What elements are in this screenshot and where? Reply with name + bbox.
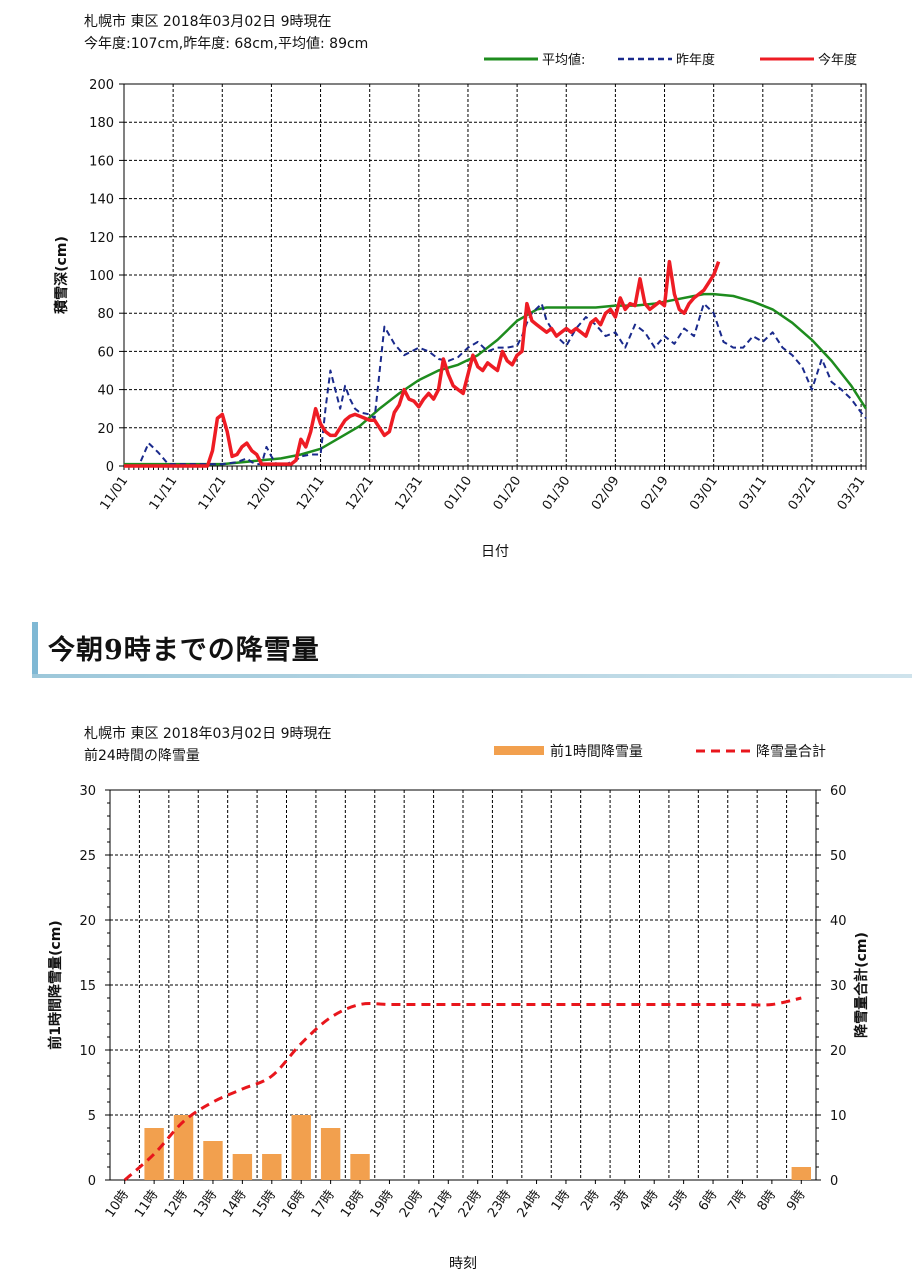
bar-13時 [203,1141,223,1180]
x-tick-label: 4時 [637,1188,661,1214]
legend-swatch-bar [494,746,544,755]
y-right-tick-label: 10 [830,1109,847,1124]
legend-label: 前1時間降雪量 [550,743,643,760]
chart-subtitle: 前24時間の降雪量 [84,747,200,764]
x-tick-label: 1時 [549,1188,573,1214]
x-axis-label: 日付 [481,544,509,560]
x-tick-label: 02/19 [638,474,672,513]
bar-18時 [350,1154,370,1180]
y-tick-label: 20 [97,422,114,437]
x-tick-label: 22時 [456,1188,485,1221]
x-tick-label: 14時 [220,1188,249,1221]
chart-title: 札幌市 東区 2018年03月02日 9時現在 [84,13,332,30]
x-tick-label: 03/01 [687,474,721,513]
y-left-tick-label: 5 [88,1109,96,1124]
x-tick-label: 03/11 [736,474,770,513]
y-tick-label: 40 [97,384,114,399]
legend-label: 今年度 [818,52,857,68]
series-line-1 [124,302,867,467]
x-tick-label: 9時 [784,1188,808,1214]
legend-label: 降雪量合計 [756,744,826,760]
y-right-tick-label: 60 [830,784,847,799]
x-tick-label: 13時 [191,1188,220,1221]
bar-17時 [320,1128,341,1180]
y-right-tick-label: 50 [830,849,847,864]
y-left-tick-label: 30 [79,784,96,799]
x-axis-label: 時刻 [449,1256,477,1272]
chart-subtitle: 今年度:107cm,昨年度: 68cm,平均値: 89cm [84,36,368,52]
bar-12時 [173,1115,194,1180]
y-left-tick-label: 25 [79,849,96,864]
x-tick-label: 12/01 [245,474,279,513]
x-tick-label: 8時 [755,1188,779,1214]
x-tick-label: 12時 [162,1188,191,1221]
y-right-tick-label: 40 [830,914,847,929]
y-left-tick-label: 15 [79,979,96,994]
y-tick-label: 0 [106,460,114,475]
y-left-tick-label: 20 [79,914,96,929]
y-tick-label: 60 [97,345,114,360]
x-tick-label: 6時 [696,1188,720,1214]
x-tick-label: 23時 [485,1188,514,1221]
y-right-tick-label: 30 [830,979,847,994]
y-right-tick-label: 20 [830,1044,847,1059]
legend-label: 平均値: [542,52,585,68]
x-tick-label: 03/21 [785,474,819,513]
x-tick-label: 7時 [725,1188,749,1214]
bar-14時 [232,1154,253,1180]
x-tick-label: 12/11 [294,474,328,513]
x-tick-label: 12/31 [392,474,426,513]
x-tick-label: 16時 [279,1188,308,1221]
x-tick-label: 19時 [368,1188,397,1221]
x-tick-label: 11/11 [147,474,181,513]
y-tick-label: 180 [89,116,114,131]
y-tick-label: 100 [89,269,114,284]
x-tick-label: 3時 [608,1188,632,1214]
x-tick-label: 01/10 [441,474,475,513]
bar-16時 [291,1115,311,1180]
y-left-tick-label: 10 [79,1044,96,1059]
y-left-tick-label: 0 [88,1174,96,1189]
x-tick-label: 17時 [309,1188,338,1221]
plot-frame [109,789,817,1181]
bar-11時 [144,1128,164,1180]
y-tick-label: 140 [89,193,114,208]
x-tick-label: 11/21 [196,474,230,513]
bar-9時 [791,1167,811,1180]
y-tick-label: 200 [89,78,114,93]
chart-title: 札幌市 東区 2018年03月02日 9時現在 [84,725,332,742]
x-tick-label: 01/30 [540,474,574,513]
legend-label: 昨年度 [676,52,715,68]
x-tick-label: 01/20 [491,474,525,513]
plot-frame [123,83,867,467]
x-tick-label: 15時 [250,1188,279,1221]
x-tick-label: 2時 [578,1188,602,1214]
y-tick-label: 160 [89,154,114,169]
x-tick-label: 03/31 [835,474,869,513]
x-tick-label: 24時 [515,1188,544,1221]
x-tick-label: 5時 [666,1188,690,1214]
y-right-tick-label: 0 [830,1174,838,1189]
bar-15時 [262,1154,282,1180]
section-heading-text: 今朝9時までの降雪量 [48,635,320,666]
series-line-2 [124,259,721,468]
x-tick-label: 11/01 [97,474,131,513]
x-tick-label: 21時 [426,1188,455,1221]
y-tick-label: 120 [89,231,114,246]
x-tick-label: 02/09 [589,474,623,513]
x-tick-label: 12/21 [343,474,377,513]
series-line-0 [124,292,868,466]
x-tick-label: 10時 [103,1188,132,1221]
section-heading: 今朝9時までの降雪量 [32,622,912,678]
y-tick-label: 80 [97,307,114,322]
x-tick-label: 20時 [397,1188,426,1221]
y-axis-label: 積雪深(cm) [53,236,70,315]
y-right-axis-label: 降雪量合計(cm) [853,932,870,1038]
x-tick-label: 18時 [338,1188,367,1221]
x-tick-label: 11時 [132,1188,161,1221]
y-left-axis-label: 前1時間降雪量(cm) [47,920,64,1049]
